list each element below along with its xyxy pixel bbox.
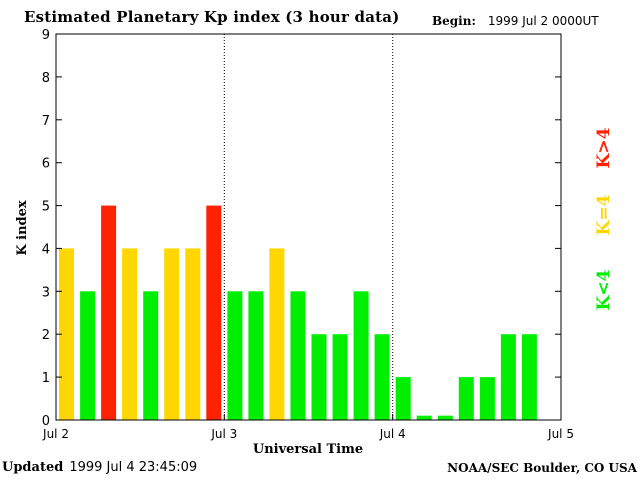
y-tick-label: 3: [42, 285, 50, 300]
kp-bar: [416, 415, 432, 420]
kp-bar: [269, 248, 285, 420]
credit: NOAA/SEC Boulder, CO USA: [447, 461, 637, 475]
chart-title: Estimated Planetary Kp index (3 hour dat…: [24, 8, 400, 26]
kp-bar: [143, 291, 159, 420]
kp-bar: [353, 291, 369, 420]
kp-bar: [227, 291, 243, 420]
legend: K>4 K=4 K<4: [594, 127, 614, 310]
kp-bar: [311, 334, 327, 420]
x-tick-label: Jul 5: [547, 427, 574, 441]
legend-high: K>4: [594, 127, 614, 168]
plot-frame: [55, 33, 562, 421]
y-tick-label: 5: [42, 200, 50, 215]
x-axis-title: Universal Time: [253, 442, 363, 457]
kp-bar: [248, 291, 264, 420]
updated-label: Updated: [2, 460, 64, 475]
kp-bar: [122, 248, 138, 420]
y-tick-label: 9: [42, 28, 50, 43]
kp-bar: [164, 248, 180, 420]
x-tick-label: Jul 2: [42, 427, 69, 441]
updated-value: 1999 Jul 4 23:45:09: [69, 460, 198, 475]
kp-bar: [332, 334, 348, 420]
begin-label: Begin:: [432, 14, 476, 28]
legend-low: K<4: [594, 269, 614, 310]
kp-bar: [101, 205, 117, 420]
updated-info: Updated 1999 Jul 4 23:45:09: [2, 460, 197, 475]
bars-layer: [59, 205, 537, 420]
kp-bar: [374, 334, 390, 420]
kp-bar: [206, 205, 222, 420]
kp-bar: [80, 291, 96, 420]
x-axis: Jul 2 Jul 3 Jul 4 Jul 5: [42, 414, 574, 441]
begin-info: Begin: 1999 Jul 2 0000UT: [432, 14, 599, 28]
kp-bar: [500, 334, 516, 420]
kp-bar: [290, 291, 306, 420]
begin-value: 1999 Jul 2 0000UT: [487, 14, 599, 28]
y-axis: 0 1 2 3 4 5 6 7 8 9: [42, 28, 561, 429]
legend-moderate: K=4: [594, 194, 614, 235]
x-tick-label: Jul 3: [210, 427, 237, 441]
x-tick-label: Jul 4: [379, 427, 406, 441]
kp-bar: [185, 248, 201, 420]
kp-bar: [59, 248, 74, 420]
y-tick-label: 6: [42, 157, 50, 172]
y-tick-label: 0: [42, 414, 50, 429]
y-tick-label: 8: [42, 71, 50, 86]
kp-bar: [437, 415, 453, 420]
y-axis-title: K index: [15, 200, 30, 256]
kp-bar: [521, 334, 537, 420]
y-tick-label: 1: [42, 371, 50, 386]
y-tick-label: 4: [42, 242, 50, 257]
y-tick-label: 2: [42, 328, 50, 343]
kp-bar: [458, 377, 474, 420]
y-tick-label: 7: [42, 114, 50, 129]
kp-bar: [395, 377, 411, 420]
day-separators: [223, 34, 394, 420]
kp-bar: [479, 377, 495, 420]
